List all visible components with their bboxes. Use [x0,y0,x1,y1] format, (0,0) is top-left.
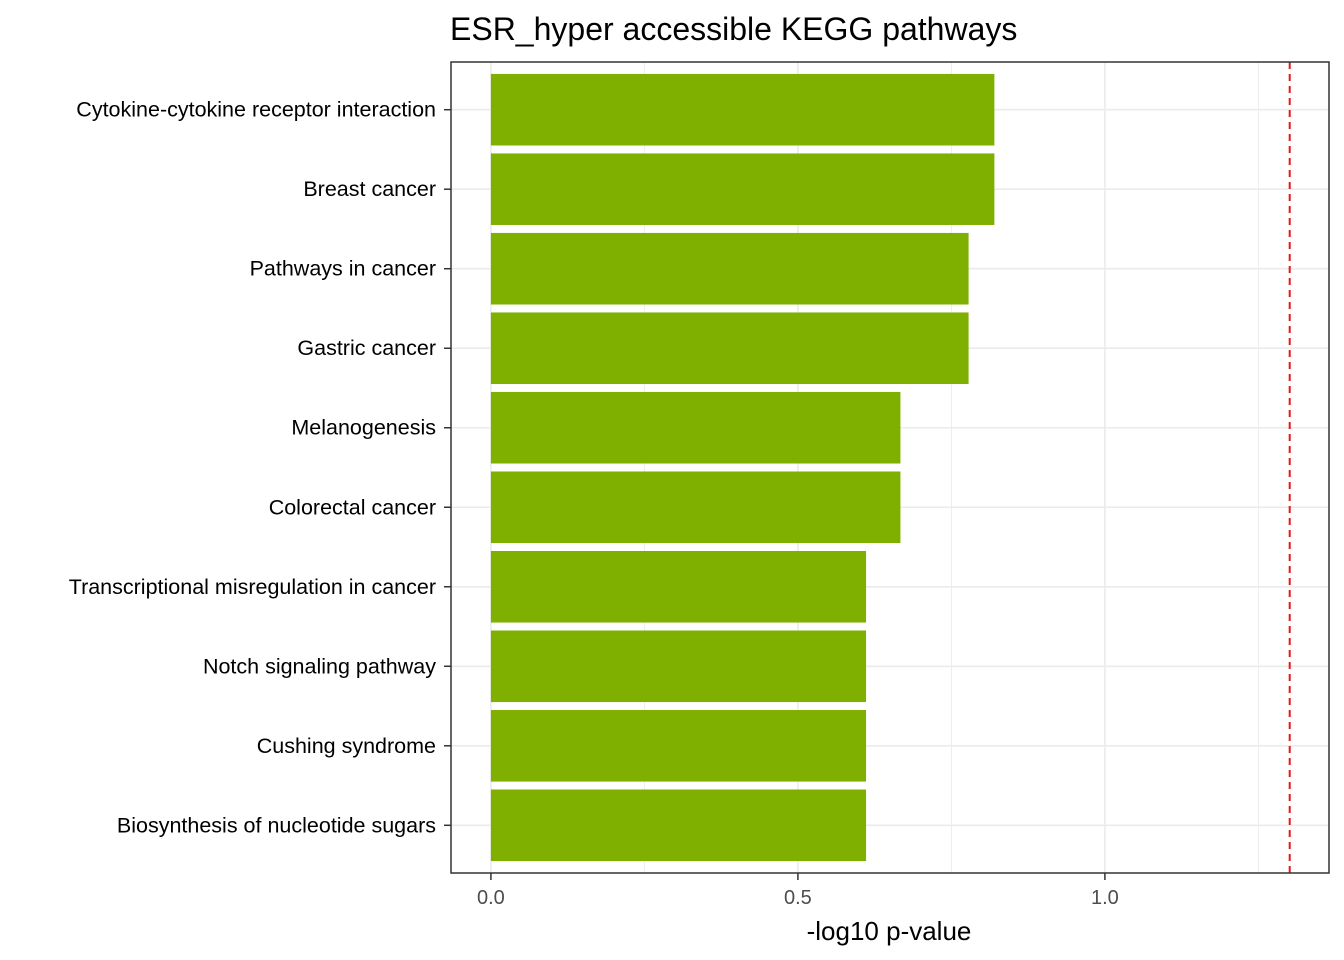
y-tick-label: Transcriptional misregulation in cancer [69,575,436,599]
bar [490,710,867,782]
bar [490,471,901,544]
bar [490,550,867,623]
y-tick-label: Breast cancer [303,177,436,201]
y-axis: Cytokine-cytokine receptor interaction Br… [69,98,451,837]
y-tick-label: Melanogenesis [291,416,436,440]
y-tick-label: Gastric cancer [297,336,436,360]
bar [490,232,969,305]
bar [490,391,901,464]
x-axis-title: -log10 p-value [807,916,972,946]
bar [490,630,867,703]
y-tick-label: Cushing syndrome [257,734,436,758]
y-tick-label: Notch signaling pathway [203,654,436,678]
x-tick-label: 1.0 [1091,887,1119,909]
bar [490,153,995,225]
bar [490,312,969,385]
y-tick-label: Colorectal cancer [269,495,436,519]
chart-title: ESR_hyper accessible KEGG pathways [450,11,1017,47]
bar [490,73,995,146]
x-axis: 0.0 0.5 1.0 [477,873,1119,909]
y-tick-label: Pathways in cancer [250,257,436,281]
x-tick-label: 0.5 [784,887,812,909]
bars [490,73,995,862]
x-tick-label: 0.0 [477,887,505,909]
y-tick-label: Cytokine-cytokine receptor interaction [76,98,436,122]
plot-panel-border [450,61,1330,874]
y-tick-label: Biosynthesis of nucleotide sugars [117,813,436,837]
bar [490,789,867,862]
